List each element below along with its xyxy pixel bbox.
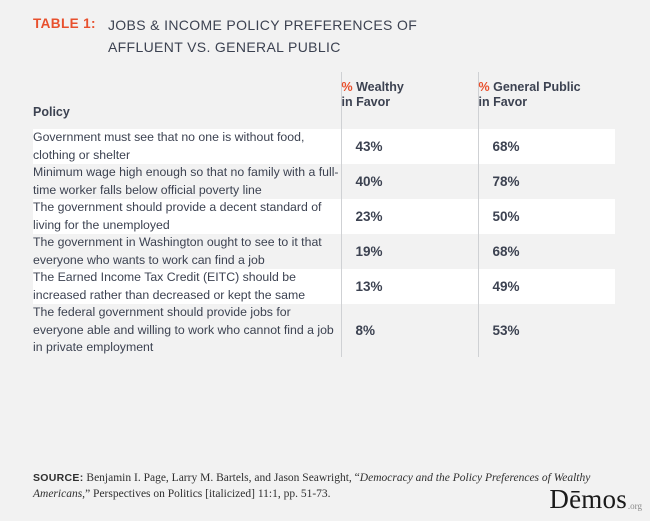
- wealthy-value: 40%: [340, 164, 478, 199]
- wealthy-value: 8%: [340, 304, 478, 357]
- public-value: 49%: [477, 269, 615, 304]
- table-row: The government in Washington ought to se…: [33, 234, 615, 269]
- wealthy-value: 13%: [340, 269, 478, 304]
- source-label: SOURCE:: [33, 472, 84, 484]
- public-value: 68%: [477, 234, 615, 269]
- policy-text: Minimum wage high enough so that no fami…: [33, 165, 339, 197]
- demos-logo: Dēmos .org: [549, 486, 642, 513]
- public-value: 78%: [477, 164, 615, 199]
- column-header-wealthy-line1: Wealthy: [352, 80, 404, 94]
- percent-symbol-public: %: [478, 80, 490, 94]
- column-header-wealthy: % Wealthy in Favor: [340, 72, 478, 129]
- percent-symbol-wealthy: %: [341, 80, 353, 94]
- table-number-label: TABLE 1:: [33, 16, 96, 31]
- source-publication: ” Perspectives on Politics [italicized] …: [85, 488, 331, 500]
- policy-text: The federal government should provide jo…: [33, 305, 334, 354]
- wealthy-value: 23%: [340, 199, 478, 234]
- column-header-public-line2: in Favor: [478, 95, 528, 109]
- table-row: The government should provide a decent s…: [33, 199, 615, 234]
- wealthy-value: 19%: [340, 234, 478, 269]
- source-authors: Benjamin I. Page, Larry M. Bartels, and …: [83, 472, 360, 484]
- table-row: The Earned Income Tax Credit (EITC) shou…: [33, 269, 615, 304]
- table-header: Policy % Wealthy in Favor % General Publ…: [33, 72, 615, 129]
- policy-text: The government should provide a decent s…: [33, 200, 322, 232]
- demos-logo-word: Dēmos: [549, 484, 627, 514]
- policy-text: The government in Washington ought to se…: [33, 235, 322, 267]
- public-value: 53%: [477, 304, 615, 357]
- public-value: 50%: [477, 199, 615, 234]
- table-row: The federal government should provide jo…: [33, 304, 615, 357]
- policy-preferences-table: Policy % Wealthy in Favor % General Publ…: [33, 72, 615, 357]
- policy-text: Government must see that no one is witho…: [33, 130, 305, 162]
- column-header-wealthy-line2: in Favor: [341, 95, 391, 109]
- table-row: Government must see that no one is witho…: [33, 129, 615, 164]
- table-row: Minimum wage high enough so that no fami…: [33, 164, 615, 199]
- column-header-public-line1: General Public: [489, 80, 581, 94]
- column-header-public: % General Public in Favor: [477, 72, 615, 129]
- title-block: TABLE 1: JOBS & INCOME POLICY PREFERENCE…: [33, 14, 533, 58]
- demos-logo-tld: .org: [627, 501, 642, 511]
- header-row: Policy % Wealthy in Favor % General Publ…: [33, 72, 615, 129]
- policy-text: The Earned Income Tax Credit (EITC) shou…: [33, 270, 306, 302]
- table-body: Government must see that no one is witho…: [33, 129, 615, 357]
- source-note: SOURCE: Benjamin I. Page, Larry M. Barte…: [33, 470, 615, 502]
- source-title: Democracy and the Policy Preferences of …: [33, 472, 591, 500]
- column-header-policy: Policy: [33, 105, 70, 119]
- page-title: JOBS & INCOME POLICY PREFERENCES OF AFFL…: [107, 17, 418, 55]
- public-value: 68%: [477, 129, 615, 164]
- wealthy-value: 43%: [340, 129, 478, 164]
